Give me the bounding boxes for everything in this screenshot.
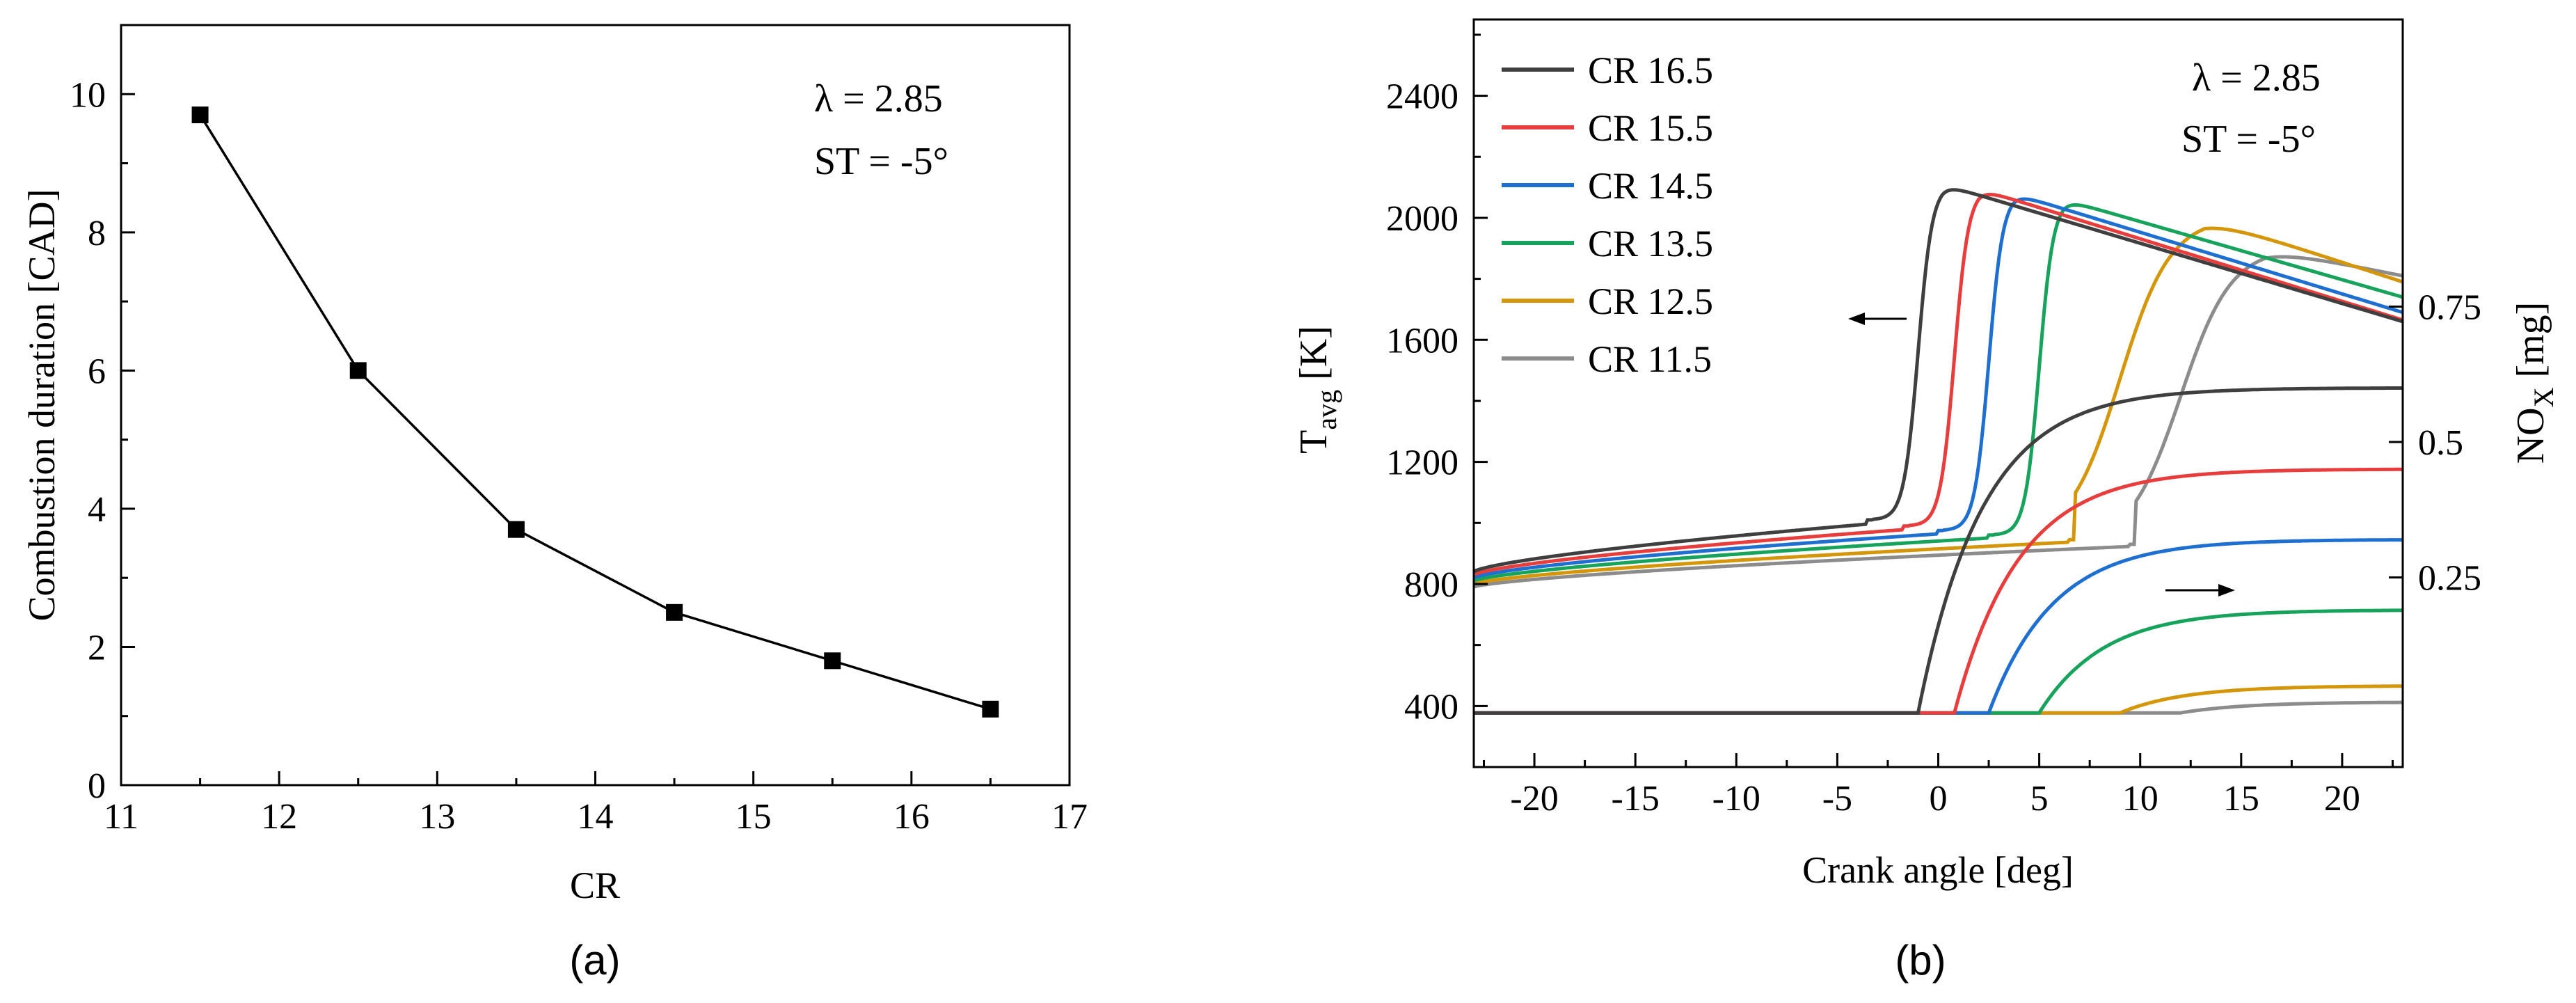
- panel-a-y-tick-labels: 0 2 4 6 8 10: [70, 75, 106, 806]
- legend-label: CR 16.5: [1588, 49, 1713, 91]
- y2-tick-label: 0.75: [2418, 287, 2481, 327]
- temperature-line: [1474, 203, 2403, 583]
- x-tick-label: -15: [1612, 779, 1660, 819]
- y-tick-label: 0: [88, 766, 106, 806]
- y-tick-label: 2000: [1386, 199, 1458, 239]
- data-point-marker: [824, 652, 841, 670]
- panel-b-y-axis-label-sub: avg: [1311, 390, 1342, 430]
- left-arrow-icon: [1848, 313, 1907, 325]
- legend-label: CR 12.5: [1588, 281, 1713, 322]
- data-point-marker: [191, 106, 209, 124]
- y-tick-label: 400: [1404, 687, 1458, 727]
- x-tick-label: 15: [2223, 779, 2259, 819]
- y-tick-label: 10: [70, 75, 106, 115]
- panel-b-ticks: [1474, 33, 2403, 767]
- y-tick-label: 2400: [1386, 77, 1458, 117]
- panel-b-y2-axis-label-unit: [mg]: [2509, 302, 2552, 388]
- panel-b-y2-axis-label-sub: X: [2528, 387, 2559, 407]
- y-tick-label: 1200: [1386, 443, 1458, 483]
- panel-b-annotation-st: ST = -5°: [2181, 118, 2316, 161]
- nox-line: [1474, 467, 2403, 715]
- x-tick-label: 16: [893, 797, 930, 837]
- panel-b-series: [1474, 188, 2403, 715]
- temperature-line: [1474, 188, 2403, 574]
- panel-b-legend: CR 16.5 CR 15.5 CR 14.5 CR 13.5 CR 12.5 CR 11…: [1502, 49, 1713, 380]
- panel-b-y-tick-labels: 400 800 1200 1600 2000 2400: [1386, 77, 1458, 727]
- temperature-line: [1474, 255, 2403, 589]
- y-tick-label: 8: [88, 214, 106, 253]
- x-tick-label: 12: [261, 797, 297, 837]
- y-tick-label: 800: [1404, 565, 1458, 605]
- x-tick-label: 11: [104, 797, 138, 837]
- panel-a-series: [191, 106, 999, 718]
- panel-a-x-tick-labels: 11 12 13 14 15 16 17: [104, 797, 1088, 837]
- x-tick-label: 0: [1930, 779, 1948, 819]
- panel-b-y-axis-label-main: T: [1292, 430, 1335, 454]
- panel-b-x-tick-labels: -20 -15 -10 -5 0 5 10 15 20: [1510, 779, 2360, 819]
- nox-line: [1474, 386, 2403, 715]
- y-tick-label: 1600: [1386, 321, 1458, 361]
- x-tick-label: 5: [2030, 779, 2049, 819]
- panel-b-annotation-lambda: λ = 2.85: [2192, 56, 2321, 100]
- panel-b: -20 -15 -10 -5 0 5 10 15 20 400 800 1200 1600 2000 24…: [1292, 18, 2559, 984]
- x-tick-label: -10: [1712, 779, 1760, 819]
- y-tick-label: 2: [88, 628, 106, 668]
- right-arrow-icon: [2165, 584, 2235, 597]
- data-point-marker: [349, 362, 367, 379]
- x-tick-label: -20: [1510, 779, 1558, 819]
- legend-label: CR 15.5: [1588, 107, 1713, 149]
- nox-line: [1474, 684, 2403, 715]
- panel-a-y-axis-label: Combustion duration [CAD]: [21, 189, 63, 622]
- temperature-line: [1474, 193, 2403, 577]
- panel-a-label: (a): [569, 937, 620, 984]
- legend-label: CR 14.5: [1588, 165, 1713, 207]
- x-tick-label: 20: [2324, 779, 2360, 819]
- x-tick-label: 17: [1051, 797, 1088, 837]
- panel-b-y2-axis-label-main: NO: [2509, 407, 2552, 464]
- panel-a-annotation-st: ST = -5°: [814, 140, 948, 183]
- y-tick-label: 4: [88, 490, 106, 530]
- panel-b-label: (b): [1895, 937, 1946, 984]
- panel-a-ticks: [120, 93, 1071, 787]
- y-tick-label: 6: [88, 352, 106, 391]
- panel-a-x-axis-label: CR: [570, 864, 620, 906]
- panel-b-x-axis-label: Crank angle [deg]: [1802, 849, 2074, 891]
- panel-a-plot-frame: [120, 24, 1071, 787]
- panel-b-y2-axis-label: NOX [mg]: [2509, 302, 2559, 464]
- data-point-marker: [982, 700, 999, 718]
- y2-tick-label: 0.5: [2418, 423, 2463, 463]
- data-point-marker: [507, 521, 525, 538]
- panel-a-annotation-lambda: λ = 2.85: [814, 77, 943, 120]
- legend-label: CR 11.5: [1588, 338, 1712, 380]
- panel-b-y2-tick-labels: 0.25 0.5 0.75: [2418, 287, 2481, 598]
- x-tick-label: 13: [419, 797, 455, 837]
- series-line: [199, 114, 991, 711]
- data-point-marker: [666, 603, 683, 621]
- legend-label: CR 13.5: [1588, 223, 1713, 264]
- y2-tick-label: 0.25: [2418, 559, 2481, 599]
- temperature-line: [1474, 226, 2403, 586]
- panel-b-y-axis-label: Tavg [K]: [1292, 326, 1342, 454]
- temperature-line: [1474, 197, 2403, 580]
- x-tick-label: 15: [736, 797, 772, 837]
- x-tick-label: 14: [578, 797, 614, 837]
- x-tick-label: -5: [1822, 779, 1852, 819]
- panel-a: 11 12 13 14 15 16 17 0 2 4 6 8 10 CR Combustion dur…: [21, 24, 1088, 984]
- x-tick-label: 10: [2122, 779, 2158, 819]
- panel-b-y-axis-label-unit: [K]: [1292, 326, 1335, 390]
